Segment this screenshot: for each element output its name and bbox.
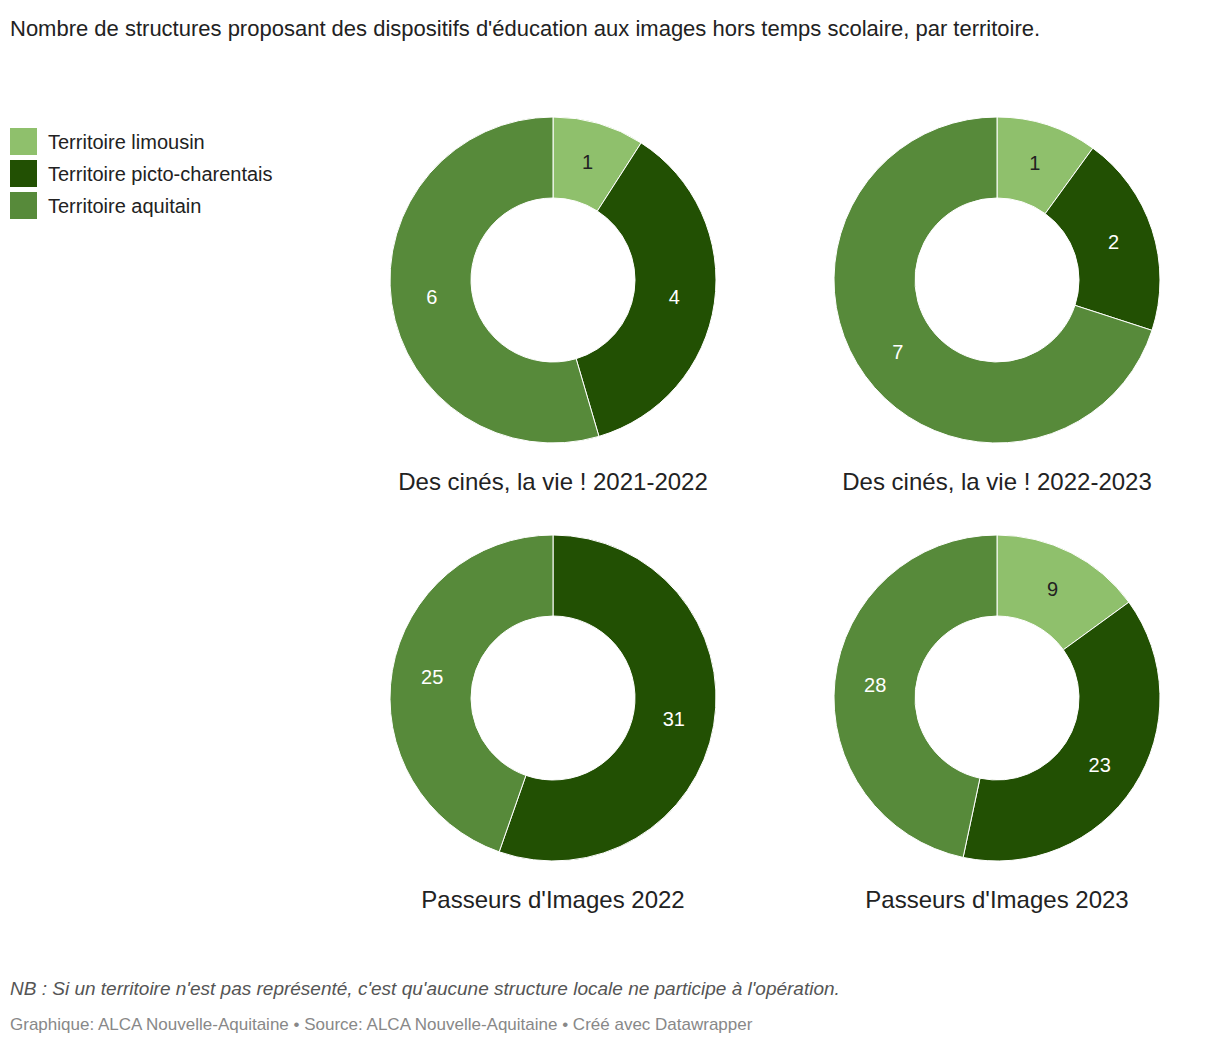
data-label: 23: [1089, 754, 1111, 776]
data-label: 28: [864, 674, 886, 696]
data-label: 2: [1108, 231, 1119, 253]
data-label: 7: [892, 341, 903, 363]
legend-swatch: [10, 128, 37, 155]
title-line: Nombre de structures proposant des dispo…: [10, 16, 1040, 41]
legend-label: Territoire aquitain: [48, 195, 201, 217]
data-label: 9: [1047, 578, 1058, 600]
donut-slice: [834, 535, 997, 857]
chart-title: Passeurs d'Images 2023: [865, 886, 1128, 913]
donut-slice: [576, 143, 716, 437]
title-group: Nombre de structures proposant des dispo…: [10, 16, 1040, 41]
data-label: 25: [421, 666, 443, 688]
donut-slice: [390, 535, 553, 852]
legend-swatch: [10, 160, 37, 187]
donut-slice: [1045, 148, 1160, 330]
canvas: Nombre de structures proposant des dispo…: [0, 0, 1220, 1048]
data-label: 1: [582, 151, 593, 173]
donut-chart: 31 25 Passeurs d'Images 2022: [390, 535, 716, 913]
donut-slice: [963, 602, 1160, 861]
donut-slice: [390, 117, 599, 443]
chart-title: Des cinés, la vie ! 2022-2023: [842, 468, 1152, 495]
donut-chart: 9 23 28 Passeurs d'Images 2023: [834, 535, 1160, 913]
donut-chart: 1 2 7 Des cinés, la vie ! 2022-2023: [834, 117, 1160, 495]
data-label: 31: [663, 708, 685, 730]
title: Nombre de structures proposant des dispo…: [10, 16, 1040, 41]
note: NB : Si un territoire n'est pas représen…: [10, 978, 840, 999]
donut-chart: 1 4 6 Des cinés, la vie ! 2021-2022: [390, 117, 716, 495]
data-label: 1: [1029, 152, 1040, 174]
data-label: 6: [426, 286, 437, 308]
legend: Territoire limousin Territoire picto-char…: [10, 128, 273, 219]
credit: Graphique: ALCA Nouvelle-Aquitaine • Sou…: [10, 1015, 753, 1034]
legend-label: Territoire limousin: [48, 131, 205, 153]
chart-title: Passeurs d'Images 2022: [421, 886, 684, 913]
legend-label: Territoire picto-charentais: [48, 163, 273, 185]
chart-title: Des cinés, la vie ! 2021-2022: [398, 468, 708, 495]
data-label: 4: [669, 286, 680, 308]
donut-slice: [834, 117, 1152, 443]
legend-swatch: [10, 192, 37, 219]
